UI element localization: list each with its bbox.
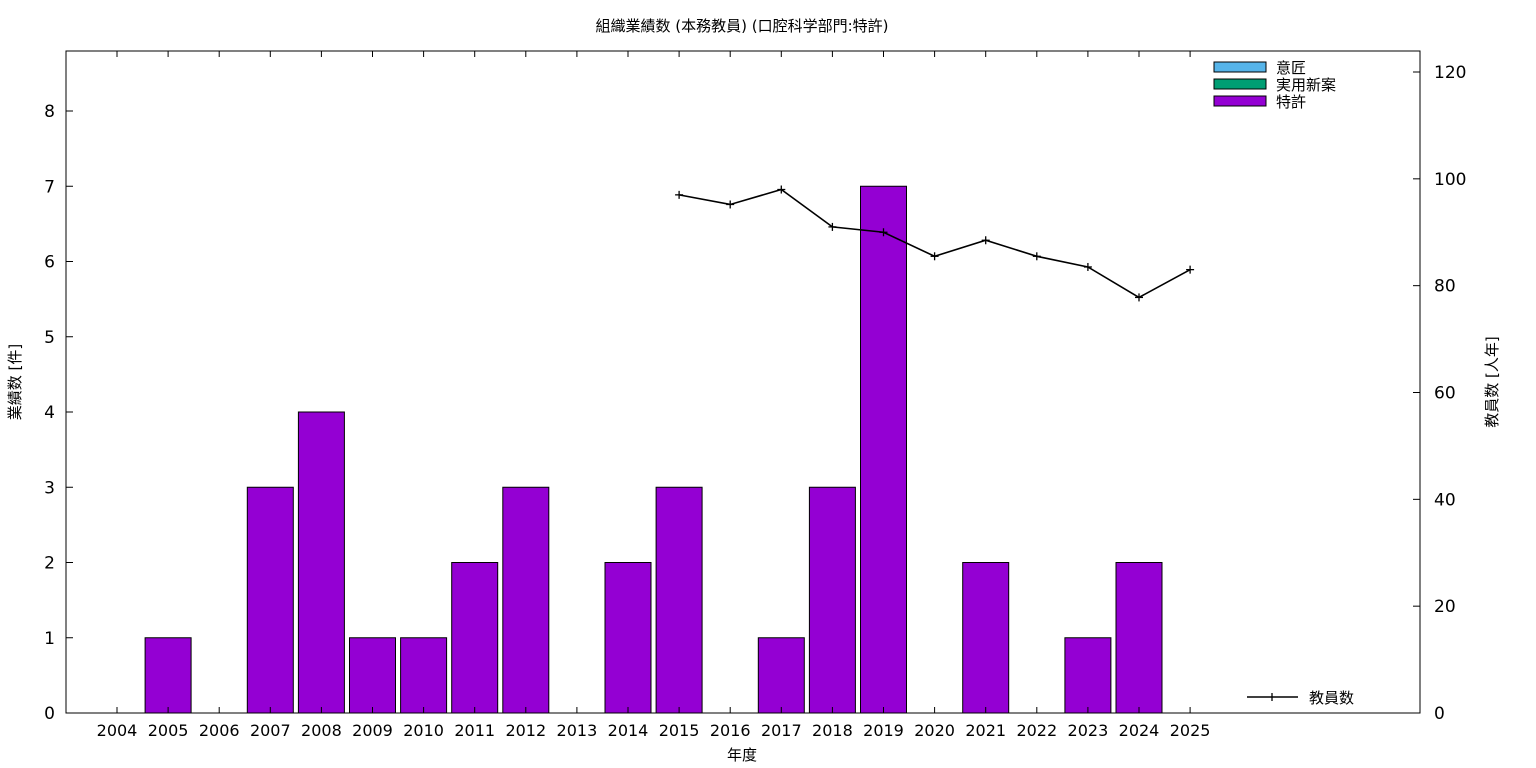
line-point-2020 bbox=[930, 252, 939, 261]
x-tick-label: 2023 bbox=[1068, 721, 1109, 740]
y-tick-label: 5 bbox=[44, 328, 55, 348]
x-tick-label: 2009 bbox=[352, 721, 393, 740]
line-point-2025 bbox=[1186, 265, 1195, 274]
line-point-2023 bbox=[1083, 262, 1092, 271]
plot-frame bbox=[65, 50, 1421, 714]
bar-2012-s2 bbox=[502, 486, 550, 714]
line-point-2017 bbox=[777, 185, 786, 194]
bars-layer bbox=[144, 185, 1163, 714]
y-tick-label: 2 bbox=[44, 554, 55, 574]
legend-swatch-1 bbox=[1213, 78, 1267, 90]
bar-2008-s2 bbox=[297, 411, 345, 714]
line-layer bbox=[675, 185, 1195, 302]
x-tick-label: 2017 bbox=[761, 721, 802, 740]
line-point-2021 bbox=[981, 236, 990, 245]
x-tick-label: 2010 bbox=[403, 721, 444, 740]
x-tick-label: 2011 bbox=[454, 721, 495, 740]
bar-2018-s2 bbox=[808, 486, 856, 714]
legend-label-2: 特許 bbox=[1276, 93, 1306, 111]
y2-tick-label: 80 bbox=[1434, 277, 1456, 297]
bar-2009-s2 bbox=[349, 637, 396, 714]
x-tick-label: 2019 bbox=[863, 721, 904, 740]
x-tick-label: 2004 bbox=[97, 721, 138, 740]
y-tick-label: 8 bbox=[44, 102, 55, 122]
x-tick-label: 2013 bbox=[557, 721, 598, 740]
legend-label-0: 意匠 bbox=[1276, 59, 1306, 77]
x-tick-label: 2021 bbox=[965, 721, 1006, 740]
legend-swatch-0 bbox=[1213, 61, 1267, 73]
legend-line-label: 教員数 bbox=[1309, 689, 1354, 707]
y2-tick-label: 40 bbox=[1434, 490, 1456, 510]
bar-2007-s2 bbox=[246, 486, 294, 714]
y2-axis-label: 教員数 [人年] bbox=[1483, 336, 1501, 427]
line-point-2022 bbox=[1032, 252, 1041, 261]
x-tick-label: 2014 bbox=[608, 721, 649, 740]
y2-tick-label: 20 bbox=[1434, 597, 1456, 617]
line-point-2024 bbox=[1135, 293, 1143, 302]
y-tick-label: 3 bbox=[44, 478, 55, 498]
line-series-path bbox=[678, 188, 1191, 299]
x-tick-label: 2008 bbox=[301, 721, 342, 740]
y-axis-label: 業績数 [件] bbox=[6, 344, 24, 420]
bar-2024-s2 bbox=[1115, 562, 1163, 714]
x-tick-label: 2015 bbox=[659, 721, 700, 740]
y-tick-label: 4 bbox=[44, 403, 55, 423]
legend-swatch-2 bbox=[1213, 95, 1267, 107]
legend-label-1: 実用新案 bbox=[1276, 76, 1336, 94]
x-axis-label: 年度 bbox=[727, 746, 757, 764]
x-tick-label: 2020 bbox=[914, 721, 955, 740]
x-tick-label: 2018 bbox=[812, 721, 853, 740]
y2-tick-label: 0 bbox=[1434, 704, 1445, 724]
bar-2011-s2 bbox=[451, 562, 499, 714]
x-tick-label: 2016 bbox=[710, 721, 751, 740]
x-tick-label: 2006 bbox=[199, 721, 240, 740]
bar-2021-s2 bbox=[962, 562, 1010, 714]
bar-2005-s2 bbox=[144, 637, 192, 714]
ticks-layer: 2004 2005 2006 2007 2008 2009 2010 2011 2012 2013… bbox=[44, 51, 1466, 740]
y-tick-label: 1 bbox=[44, 629, 55, 649]
line-point-2018 bbox=[828, 222, 837, 231]
line-point-2019 bbox=[879, 228, 888, 237]
y2-tick-label: 120 bbox=[1434, 63, 1466, 83]
y-tick-label: 7 bbox=[44, 177, 55, 197]
bar-2015-s2 bbox=[655, 486, 703, 714]
x-tick-label: 2005 bbox=[148, 721, 189, 740]
chart-title: 組織業績数 (本務教員) (口腔科学部門:特許) bbox=[596, 17, 889, 35]
bar-2023-s2 bbox=[1064, 637, 1112, 714]
y2-tick-label: 100 bbox=[1434, 170, 1466, 190]
x-tick-label: 2007 bbox=[250, 721, 291, 740]
bar-2017-s2 bbox=[757, 637, 805, 714]
y-tick-label: 0 bbox=[44, 704, 55, 724]
x-tick-label: 2025 bbox=[1170, 721, 1211, 740]
x-tick-label: 2024 bbox=[1119, 721, 1160, 740]
y-tick-label: 6 bbox=[44, 253, 55, 273]
bar-2014-s2 bbox=[604, 562, 652, 714]
x-tick-label: 2012 bbox=[505, 721, 546, 740]
line-point-2015 bbox=[675, 190, 684, 199]
bar-2010-s2 bbox=[400, 637, 448, 714]
y2-tick-label: 60 bbox=[1434, 384, 1456, 404]
x-tick-label: 2022 bbox=[1016, 721, 1057, 740]
line-point-2016 bbox=[726, 200, 735, 209]
bar-2019-s2 bbox=[860, 185, 907, 714]
